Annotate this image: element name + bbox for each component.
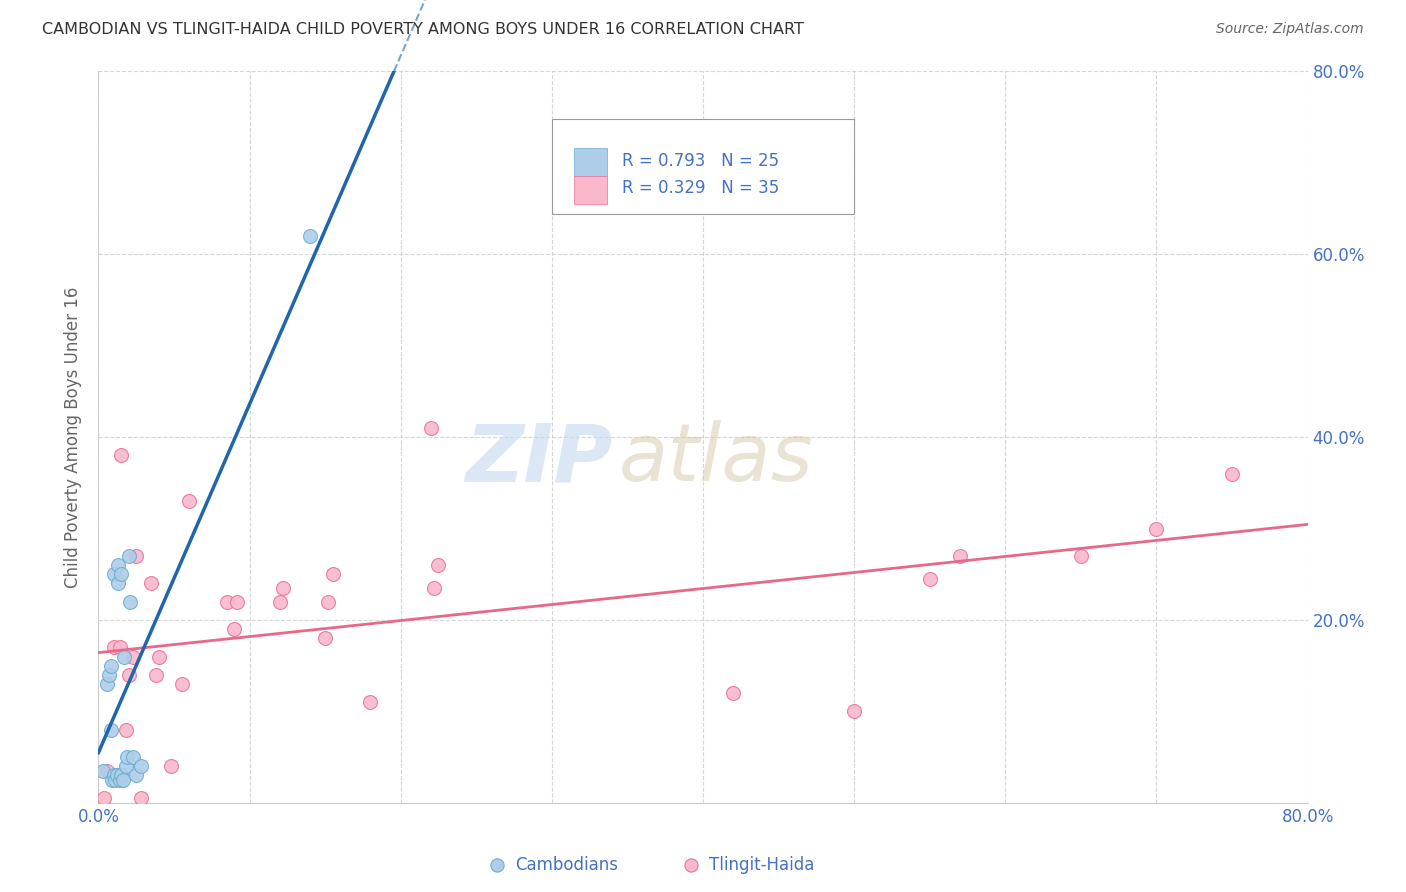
Point bbox=[107, 558, 129, 573]
Point bbox=[115, 750, 138, 764]
Point bbox=[316, 594, 339, 608]
Text: Cambodians: Cambodians bbox=[516, 856, 619, 874]
Point bbox=[226, 594, 249, 608]
Point bbox=[118, 667, 141, 681]
Text: CAMBODIAN VS TLINGIT-HAIDA CHILD POVERTY AMONG BOYS UNDER 16 CORRELATION CHART: CAMBODIAN VS TLINGIT-HAIDA CHILD POVERTY… bbox=[42, 22, 804, 37]
Point bbox=[100, 658, 122, 673]
Point bbox=[299, 229, 322, 244]
Text: Tlingit-Haida: Tlingit-Haida bbox=[709, 856, 814, 874]
Point bbox=[1070, 549, 1092, 563]
Point bbox=[179, 494, 201, 508]
Point bbox=[129, 791, 152, 805]
Point bbox=[93, 791, 115, 805]
Point bbox=[110, 768, 132, 782]
Point bbox=[110, 567, 132, 582]
Text: Source: ZipAtlas.com: Source: ZipAtlas.com bbox=[1216, 22, 1364, 37]
Point bbox=[103, 567, 125, 582]
Point bbox=[129, 759, 152, 773]
Point bbox=[108, 640, 131, 655]
Point bbox=[111, 772, 134, 787]
Point bbox=[122, 750, 145, 764]
Point bbox=[118, 549, 141, 563]
Point bbox=[828, 873, 851, 888]
Text: ZIP: ZIP bbox=[465, 420, 613, 498]
Point bbox=[100, 723, 122, 737]
Point bbox=[271, 581, 294, 595]
FancyBboxPatch shape bbox=[551, 119, 855, 214]
Point bbox=[427, 558, 450, 573]
Point bbox=[114, 723, 136, 737]
Point bbox=[122, 649, 145, 664]
Point bbox=[723, 686, 745, 700]
Point bbox=[120, 594, 142, 608]
Point bbox=[112, 649, 135, 664]
Point bbox=[104, 772, 127, 787]
Point bbox=[215, 594, 238, 608]
Point bbox=[103, 768, 125, 782]
Point bbox=[103, 640, 125, 655]
Point bbox=[110, 448, 132, 462]
Point bbox=[314, 632, 336, 646]
Bar bbox=[574, 176, 607, 203]
Text: R = 0.793   N = 25: R = 0.793 N = 25 bbox=[621, 152, 779, 169]
Point bbox=[420, 421, 443, 435]
Point bbox=[105, 768, 128, 782]
Point bbox=[170, 677, 193, 691]
Point bbox=[1220, 467, 1243, 481]
Point bbox=[91, 764, 114, 778]
Point bbox=[269, 594, 291, 608]
Point bbox=[108, 772, 131, 787]
Y-axis label: Child Poverty Among Boys Under 16: Child Poverty Among Boys Under 16 bbox=[65, 286, 83, 588]
Text: R = 0.329   N = 35: R = 0.329 N = 35 bbox=[621, 179, 779, 197]
Point bbox=[160, 759, 183, 773]
Point bbox=[224, 622, 246, 636]
Point bbox=[145, 667, 167, 681]
Point bbox=[96, 764, 118, 778]
Point bbox=[98, 667, 121, 681]
Point bbox=[586, 873, 609, 888]
Point bbox=[107, 576, 129, 591]
Point bbox=[918, 572, 941, 586]
Point bbox=[96, 677, 118, 691]
Point bbox=[114, 759, 136, 773]
Bar bbox=[574, 148, 607, 176]
Point bbox=[844, 705, 866, 719]
Point bbox=[360, 695, 382, 709]
Point bbox=[125, 768, 148, 782]
Point bbox=[423, 581, 446, 595]
Point bbox=[141, 576, 163, 591]
Point bbox=[1144, 521, 1167, 535]
Point bbox=[125, 549, 148, 563]
Point bbox=[322, 567, 344, 582]
Point bbox=[148, 649, 170, 664]
Point bbox=[949, 549, 972, 563]
Text: atlas: atlas bbox=[619, 420, 813, 498]
Point bbox=[101, 772, 124, 787]
